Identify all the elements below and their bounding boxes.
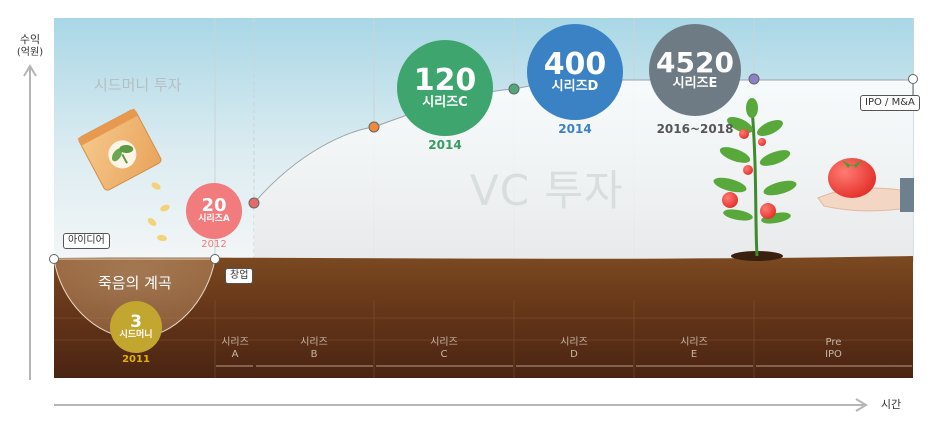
y-axis-title: 수익 bbox=[19, 33, 41, 46]
round-series: 시드머니 bbox=[119, 329, 153, 340]
dot-series-d bbox=[748, 73, 760, 85]
round-value: 3 bbox=[130, 311, 142, 332]
stage-line2: C bbox=[440, 349, 448, 360]
round-series: 시리즈C bbox=[422, 94, 468, 110]
stage-label-series-b: 시리즈 B bbox=[254, 337, 374, 361]
stage-line1: 시리즈 bbox=[680, 337, 708, 348]
vc-investment-title: VC 투자 bbox=[470, 166, 624, 215]
round-bubble-seed: 3 시드머니 bbox=[110, 301, 162, 353]
round-year-series-d: 2014 bbox=[558, 122, 592, 136]
exit-tag: IPO / M&A bbox=[860, 95, 920, 111]
stage-label-pre-ipo: Pre IPO bbox=[754, 337, 913, 361]
seed-bag-illustration bbox=[77, 108, 162, 191]
dot-series-a bbox=[248, 197, 260, 209]
valley-of-death-title: 죽음의 계곡 bbox=[98, 274, 172, 292]
y-axis-label: 수익 (억원) bbox=[8, 33, 52, 59]
stage-line2: A bbox=[231, 349, 239, 360]
stage-line2: IPO bbox=[825, 349, 842, 360]
round-year-series-a: 2012 bbox=[201, 239, 227, 250]
stage-line1: 시리즈 bbox=[430, 337, 458, 348]
stage-line2: D bbox=[570, 349, 578, 360]
dot-idea bbox=[49, 254, 59, 264]
milestone-dots bbox=[49, 73, 918, 264]
soil-grid bbox=[54, 300, 913, 378]
hand-with-tomato-illustration bbox=[817, 158, 914, 212]
falling-seeds bbox=[147, 182, 170, 242]
stage-label-series-d: 시리즈 D bbox=[514, 337, 634, 361]
round-series: 시리즈E bbox=[672, 75, 718, 91]
round-year-series-c: 2014 bbox=[428, 138, 462, 152]
dot-exit bbox=[908, 74, 918, 84]
stage-label-series-a: 시리즈 A bbox=[215, 337, 255, 361]
round-bubble-series-e: 4520 시리즈E bbox=[649, 24, 741, 116]
stage-line1: 시리즈 bbox=[221, 337, 249, 348]
y-axis bbox=[23, 64, 37, 380]
dot-series-c bbox=[508, 83, 520, 95]
round-year-series-e: 2016~2018 bbox=[656, 122, 734, 136]
round-bubble-series-a: 20 시리즈A bbox=[186, 183, 242, 239]
x-axis bbox=[54, 398, 868, 412]
round-year-seed: 2011 bbox=[122, 354, 150, 365]
founding-tag: 창업 bbox=[225, 268, 254, 284]
round-series: 시리즈A bbox=[198, 214, 230, 225]
y-axis-unit: (억원) bbox=[16, 47, 44, 58]
stage-line1: 시리즈 bbox=[560, 337, 588, 348]
round-value: 4520 bbox=[656, 45, 734, 79]
seed-investment-title: 시드머니 투자 bbox=[94, 76, 182, 94]
stage-line2: B bbox=[310, 349, 318, 360]
round-value: 20 bbox=[201, 195, 227, 217]
idea-tag: 아이디어 bbox=[63, 233, 110, 249]
round-value: 120 bbox=[413, 62, 477, 98]
stage-line1: 시리즈 bbox=[300, 337, 328, 348]
round-value: 400 bbox=[543, 46, 607, 82]
dot-series-b bbox=[368, 121, 380, 133]
stage-label-series-c: 시리즈 C bbox=[374, 337, 514, 361]
tomato-plant-illustration bbox=[713, 98, 797, 261]
stage-label-series-e: 시리즈 E bbox=[634, 337, 754, 361]
x-axis-label: 시간 bbox=[880, 398, 902, 411]
soil-ground bbox=[54, 256, 913, 378]
round-bubble-series-c: 120 시리즈C bbox=[397, 40, 493, 136]
round-bubble-series-d: 400 시리즈D bbox=[527, 24, 623, 120]
dot-founding bbox=[210, 254, 220, 264]
round-series: 시리즈D bbox=[551, 78, 599, 94]
stage-line2: E bbox=[690, 349, 698, 360]
stage-line1: Pre bbox=[825, 337, 842, 348]
